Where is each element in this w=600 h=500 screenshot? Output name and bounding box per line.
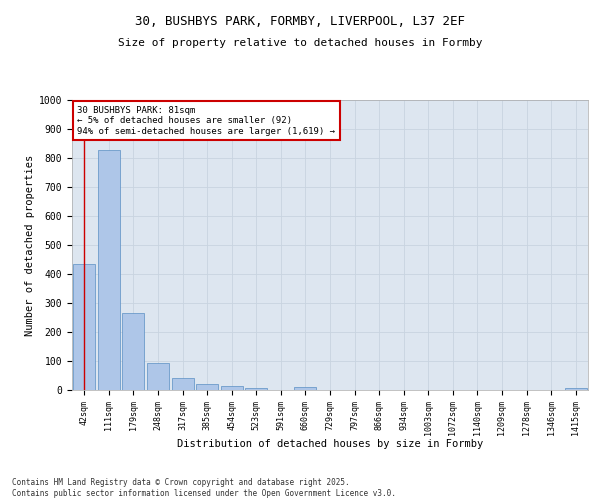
Bar <box>147 363 169 390</box>
Bar <box>98 150 120 390</box>
Bar <box>221 386 243 390</box>
Bar <box>122 313 145 390</box>
Bar <box>172 378 194 390</box>
Text: Contains HM Land Registry data © Crown copyright and database right 2025.
Contai: Contains HM Land Registry data © Crown c… <box>12 478 396 498</box>
Text: Size of property relative to detached houses in Formby: Size of property relative to detached ho… <box>118 38 482 48</box>
Bar <box>196 384 218 390</box>
Bar <box>295 388 316 390</box>
Bar <box>245 388 268 390</box>
Text: 30 BUSHBYS PARK: 81sqm
← 5% of detached houses are smaller (92)
94% of semi-deta: 30 BUSHBYS PARK: 81sqm ← 5% of detached … <box>77 106 335 136</box>
Y-axis label: Number of detached properties: Number of detached properties <box>25 154 35 336</box>
Text: 30, BUSHBYS PARK, FORMBY, LIVERPOOL, L37 2EF: 30, BUSHBYS PARK, FORMBY, LIVERPOOL, L37… <box>135 15 465 28</box>
X-axis label: Distribution of detached houses by size in Formby: Distribution of detached houses by size … <box>177 439 483 449</box>
Bar <box>565 388 587 390</box>
Bar <box>73 264 95 390</box>
